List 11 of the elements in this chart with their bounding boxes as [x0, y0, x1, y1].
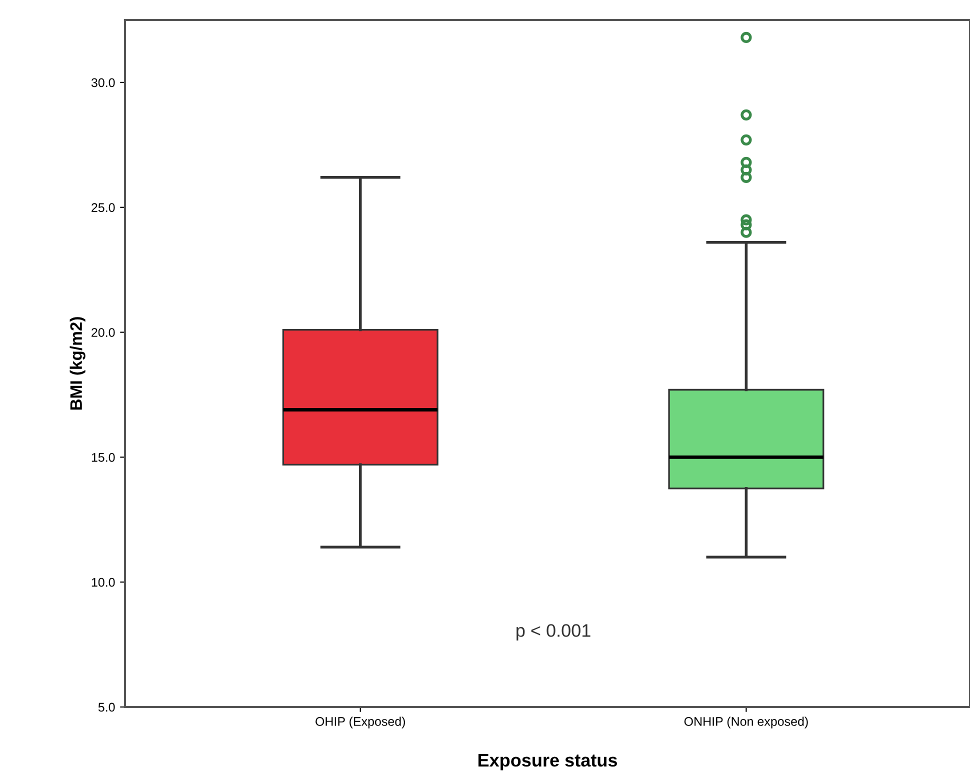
annotation: p < 0.001 — [516, 624, 590, 640]
y-axis-title: BMI (kg/m2) — [70, 317, 86, 410]
y-tick-label: 10.0 — [92, 578, 115, 587]
x-tick-label: OHIP (Exposed) — [316, 716, 405, 728]
y-tick-label: 20.0 — [92, 328, 115, 337]
x-axis-title: Exposure status — [478, 754, 618, 770]
x-tick-label: ONHIP (Non exposed) — [684, 716, 808, 728]
y-tick-label: 25.0 — [92, 203, 115, 212]
y-tick-label: 15.0 — [92, 452, 115, 462]
y-tick-label: 30.0 — [91, 78, 115, 88]
y-tick-label: 5.0 — [98, 702, 115, 712]
